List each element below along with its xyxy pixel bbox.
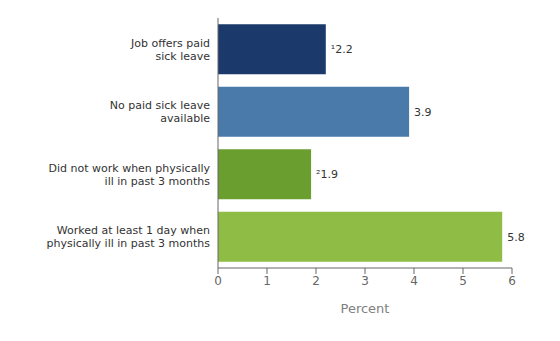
svg-text:0: 0 bbox=[214, 274, 222, 288]
svg-text:6: 6 bbox=[508, 274, 516, 288]
svg-text:¹2.2: ¹2.2 bbox=[331, 43, 353, 56]
svg-text:1: 1 bbox=[263, 274, 271, 288]
svg-text:5.8: 5.8 bbox=[507, 231, 525, 244]
svg-text:Did not work when physicallyil: Did not work when physicallyill in past … bbox=[49, 161, 211, 187]
svg-text:3.9: 3.9 bbox=[414, 106, 432, 119]
svg-text:5: 5 bbox=[459, 274, 467, 288]
svg-text:Worked at least 1 day whenphys: Worked at least 1 day whenphysically ill… bbox=[46, 224, 210, 250]
svg-text:Job offers paidsick leave: Job offers paidsick leave bbox=[130, 36, 210, 62]
svg-text:²1.9: ²1.9 bbox=[316, 168, 338, 181]
svg-text:2: 2 bbox=[312, 274, 320, 288]
svg-text:4: 4 bbox=[410, 274, 418, 288]
svg-text:3: 3 bbox=[361, 274, 369, 288]
svg-text:Percent: Percent bbox=[341, 301, 390, 316]
svg-text:No paid sick leaveavailable: No paid sick leaveavailable bbox=[110, 99, 210, 125]
